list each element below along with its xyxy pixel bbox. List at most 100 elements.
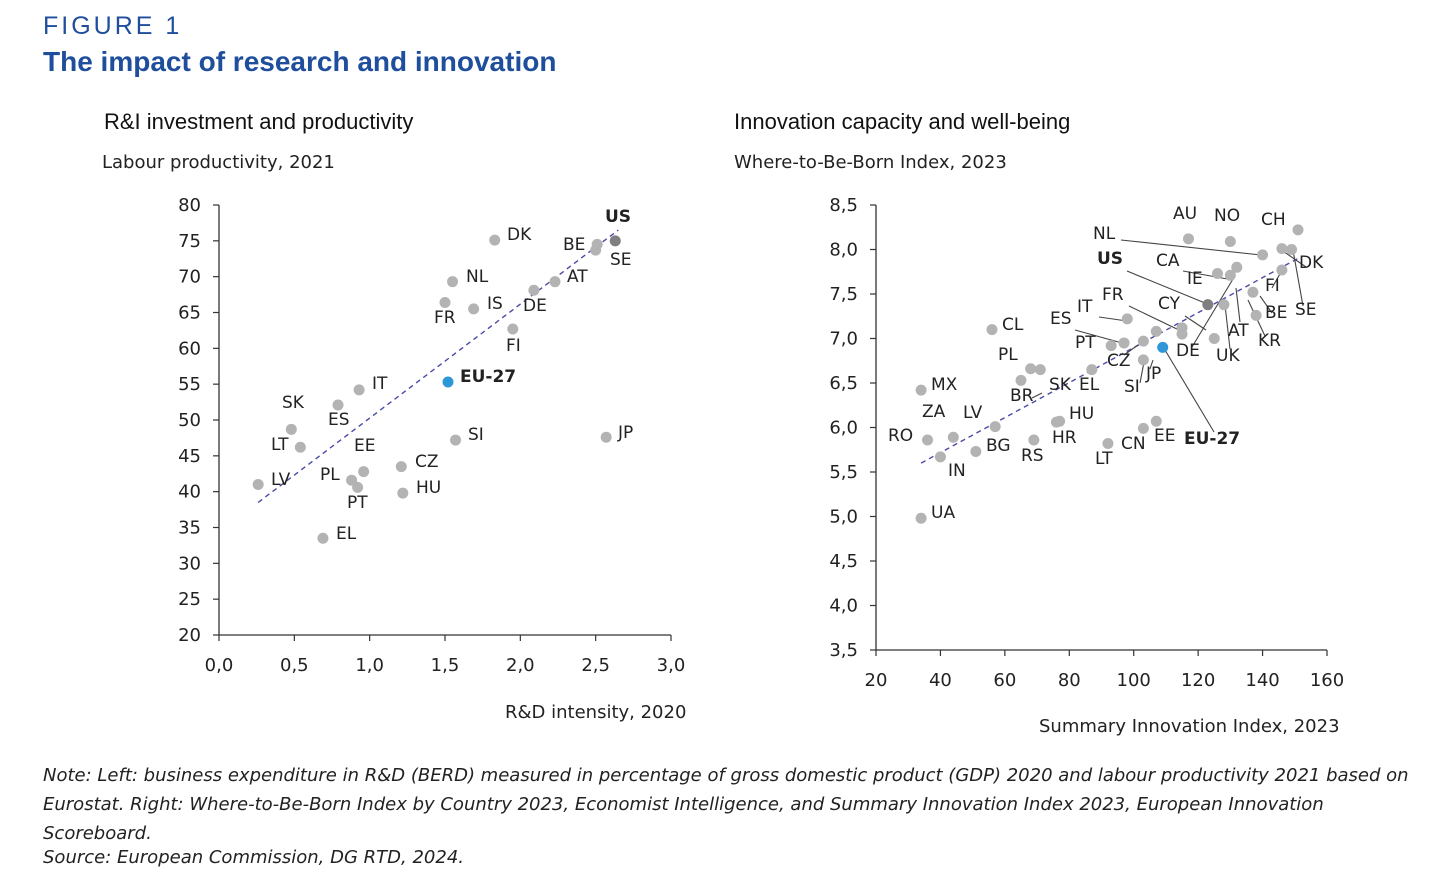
x-tick-label: 0,5	[280, 655, 309, 676]
data-point-si	[450, 434, 462, 446]
data-point-fr	[1121, 313, 1133, 325]
data-point-lv	[252, 479, 264, 490]
point-label-nl: NL	[466, 267, 489, 287]
data-point-es	[332, 399, 344, 411]
point-label-no: NO	[1214, 206, 1240, 226]
chart-title: Innovation capacity and well-being	[734, 109, 1070, 134]
point-label-ro: RO	[888, 426, 913, 446]
point-label-fr: FR	[434, 308, 456, 328]
y-tick-label: 60	[178, 338, 201, 359]
point-label-au: AU	[1173, 204, 1197, 224]
point-label-dk: DK	[507, 225, 532, 245]
data-point-uk	[1218, 299, 1230, 311]
point-label-si: SI	[1124, 377, 1140, 397]
y-tick-label: 5,0	[829, 507, 858, 528]
data-point-cz	[1086, 364, 1098, 376]
x-tick-label: 40	[929, 670, 952, 691]
point-label-el: EL	[1079, 375, 1100, 395]
point-label-be: BE	[1265, 303, 1287, 323]
point-label-is: IS	[487, 294, 503, 314]
data-point-lt	[1102, 438, 1114, 450]
data-point-fi	[1247, 286, 1259, 298]
x-tick-label: 160	[1310, 670, 1344, 691]
point-label-za: ZA	[922, 402, 946, 422]
data-point-jp	[600, 431, 612, 443]
data-point-is	[468, 303, 480, 315]
point-label-lv: LV	[963, 403, 983, 423]
data-point-cl	[986, 324, 998, 336]
data-point-us	[609, 235, 621, 247]
point-label-hu: HU	[1069, 404, 1094, 424]
leader-line	[1139, 361, 1145, 384]
point-label-pt: PT	[347, 493, 368, 513]
data-point-si	[1137, 354, 1149, 366]
point-label-ee: EE	[354, 436, 375, 456]
point-label-pl: PL	[998, 345, 1018, 365]
point-label-de: DE	[1176, 341, 1200, 361]
point-label-mx: MX	[931, 375, 958, 395]
y-tick-label: 75	[178, 231, 201, 252]
point-label-lv: LV	[271, 470, 291, 490]
point-label-pl: PL	[320, 465, 340, 485]
data-point-ch	[1292, 224, 1304, 236]
data-point-dk	[1276, 243, 1288, 255]
point-label-cz: CZ	[415, 452, 439, 472]
y-tick-label: 35	[178, 518, 201, 539]
leader-line	[1149, 359, 1154, 370]
leader-line	[1031, 392, 1043, 399]
y-tick-label: 65	[178, 303, 201, 324]
x-tick-label: 1,0	[355, 655, 384, 676]
data-point-pt	[352, 481, 364, 493]
point-label-de: DE	[523, 296, 547, 316]
data-point-us	[1202, 299, 1214, 311]
chart-innovation-wellbeing: Innovation capacity and well-being Where…	[734, 109, 1344, 737]
data-point-ee	[1150, 415, 1162, 427]
point-label-fr: FR	[1102, 285, 1124, 305]
data-point-nl	[1257, 249, 1269, 261]
data-point-be	[1250, 309, 1262, 321]
data-point-ie-2	[1224, 269, 1236, 281]
y-tick-label: 6,0	[829, 418, 858, 439]
chart-rd-productivity: R&I investment and productivity Labour p…	[102, 109, 686, 723]
y-tick-label: 8,0	[829, 240, 858, 261]
y-tick-label: 80	[178, 195, 201, 216]
point-label-it: IT	[1077, 297, 1093, 317]
point-label-hr: HR	[1052, 428, 1077, 448]
point-label-jp: JP	[617, 423, 633, 443]
y-tick-label: 7,5	[829, 284, 858, 305]
chart-subtitle: Labour productivity, 2021	[102, 152, 335, 173]
y-tick-label: 25	[178, 589, 201, 610]
point-label-bg: BG	[986, 436, 1011, 456]
data-point-ua	[915, 512, 927, 524]
point-label-cz: CZ	[1107, 351, 1131, 371]
point-label-ca: CA	[1156, 251, 1180, 271]
data-point-no	[1224, 235, 1236, 247]
point-label-uk: UK	[1216, 346, 1240, 366]
x-tick-label: 3,0	[657, 655, 686, 676]
point-label-eu-27: EU-27	[1184, 429, 1240, 449]
point-label-lt: LT	[1095, 449, 1113, 469]
point-label-nl: NL	[1093, 224, 1116, 244]
point-label-jp: JP	[1145, 364, 1161, 384]
trend-line	[257, 229, 619, 503]
point-label-at: AT	[567, 267, 588, 287]
data-point-hr	[1028, 434, 1040, 446]
figure-source: Source: European Commission, DG RTD, 202…	[43, 847, 464, 868]
leader-line	[1235, 287, 1241, 323]
data-point-el	[317, 532, 329, 544]
data-point-es-2	[1118, 337, 1130, 349]
data-point-fi	[507, 323, 519, 335]
data-point-pt	[1105, 340, 1117, 352]
leader-line	[1120, 239, 1262, 256]
data-point-pl-2	[1034, 364, 1046, 376]
point-label-it: IT	[372, 374, 388, 394]
data-point-at	[549, 276, 561, 288]
data-point-dk	[489, 234, 501, 246]
data-point-ee	[358, 466, 370, 478]
point-label-ch: CH	[1261, 210, 1286, 230]
y-tick-label: 70	[178, 267, 201, 288]
point-label-fi: FI	[1265, 276, 1280, 296]
y-tick-label: 30	[178, 553, 201, 574]
chart-title: R&I investment and productivity	[104, 109, 413, 134]
